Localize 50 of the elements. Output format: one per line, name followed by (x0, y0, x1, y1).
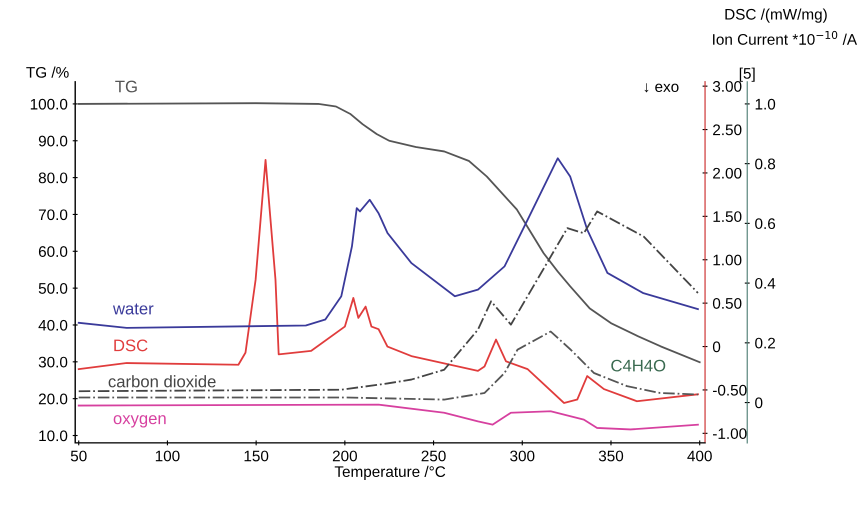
y2-tick-label: 0 (712, 341, 720, 352)
text: [5] (740, 68, 755, 82)
x-tick-label: 200 (332, 450, 357, 462)
y-tick-label: 90.0 (38, 136, 68, 146)
y-tick-label: 30.0 (38, 356, 68, 368)
x-tick-label: 400 (687, 450, 712, 462)
y-axis-title: TG /% (26, 66, 69, 78)
y-tick-label: 70.0 (38, 209, 68, 220)
y2-axis-title: DSC /(mW/mg) (725, 8, 827, 23)
y-tick-label: 100.0 (30, 98, 68, 110)
y-tick-label: 10.0 (39, 430, 68, 442)
y-tick-label: 80.0 (38, 172, 68, 184)
y3-tick-label: 0.6 (755, 218, 776, 230)
x-axis-title: Temperature /°C (334, 466, 446, 480)
series-label: oxygen (114, 415, 166, 428)
x-tick-label: 150 (244, 450, 268, 462)
y2-tick-label: -0.50 (712, 384, 747, 396)
y2-tick-label: 2.50 (713, 124, 742, 136)
y2-tick-label: 1.50 (713, 211, 742, 222)
y3-tick-label: 0.8 (755, 158, 776, 170)
y3-tick-label: 0 (755, 397, 762, 408)
line-series (78, 157, 699, 329)
y2-tick-label: 3.00 (712, 81, 742, 92)
y-tick-label: 40.0 (38, 320, 68, 331)
y2-tick-label: -1.00 (712, 428, 747, 440)
line-series (78, 404, 699, 430)
y3-tick-label: 0.2 (755, 338, 775, 349)
annotation: ↓ exo (644, 83, 679, 92)
y-tick-label: 20.0 (38, 394, 68, 404)
y3-tick-label: 0.4 (755, 278, 776, 289)
y-tick-label: 50.0 (38, 283, 68, 294)
line-series (78, 159, 699, 404)
y2-tick-label: 1.00 (713, 254, 742, 266)
y3-tick-label: 1.0 (756, 98, 776, 110)
x-tick-label: 100 (156, 450, 180, 462)
x-tick-label: 50 (70, 450, 87, 462)
x-tick-label: 300 (510, 450, 534, 462)
y2-tick-label: 2.00 (713, 168, 742, 179)
x-tick-label: 250 (422, 450, 446, 462)
series-label: carbon dioxide (108, 375, 216, 388)
x-tick-label: 350 (598, 450, 624, 462)
line-series (78, 210, 699, 392)
series-label: water (112, 304, 154, 314)
series-label: DSC (114, 340, 148, 352)
series-label: C4H4O (611, 360, 666, 372)
y2-tick-label: 0.50 (712, 298, 742, 309)
y-tick-label: 60.0 (38, 246, 68, 257)
series-label: TG (115, 80, 137, 92)
y3-axis-title: Ion Current *10$^{−10}$ /A (713, 30, 858, 45)
line-series (78, 330, 699, 400)
